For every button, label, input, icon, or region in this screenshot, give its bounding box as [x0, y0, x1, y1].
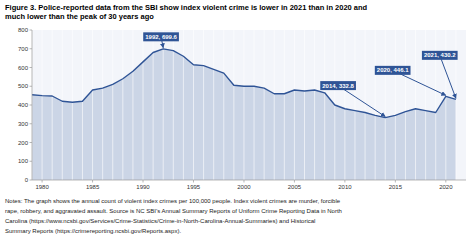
y-tick-label: 500 [18, 83, 29, 89]
y-tick-label: 800 [18, 27, 29, 33]
grid-line [254, 30, 255, 180]
grid-line [304, 30, 305, 180]
x-axis [32, 180, 466, 181]
grid-line [92, 30, 93, 180]
grid-line [415, 30, 416, 180]
note: Notes: The graph shows the annual count … [5, 198, 341, 204]
chart: Figure 3. Police-reported data from the … [0, 0, 474, 247]
y-tick-label: 700 [18, 46, 29, 52]
grid-line [132, 30, 133, 180]
annotation: 2014, 332.8 [320, 81, 385, 117]
x-tick [92, 180, 93, 183]
x-tick [143, 180, 144, 183]
grid-line [112, 30, 113, 180]
x-tick-label: 2010 [338, 184, 352, 190]
y-tick [30, 142, 33, 143]
y-tick [30, 161, 33, 162]
x-tick-label: 1990 [136, 184, 150, 190]
grid-line [344, 30, 345, 180]
title: much lower than the peak of 30 years ago [5, 12, 154, 21]
annotation-box [320, 81, 356, 90]
title: Figure 3. Police-reported data from the … [5, 3, 368, 12]
grid-line [264, 30, 265, 180]
grid-line [143, 30, 144, 180]
y-tick-label: 100 [18, 158, 29, 164]
x-tick-label: 1985 [86, 184, 100, 190]
note: Carolina (https://www.ncsbi.gov/Services… [5, 218, 315, 224]
grid-line [375, 30, 376, 180]
annotation-box [422, 51, 458, 60]
y-tick-label: 600 [18, 65, 29, 71]
note: Summary Reports (https://crimereporting.… [5, 228, 181, 234]
line [32, 49, 456, 118]
annotation-label: 2021, 430.2 [424, 52, 456, 58]
x-tick [294, 180, 295, 183]
plot-background [32, 30, 466, 180]
grid-line [395, 30, 396, 180]
x-tick-label: 2015 [389, 184, 403, 190]
y-tick [30, 180, 33, 181]
y-tick [30, 123, 33, 124]
x-tick [344, 180, 345, 183]
y-tick [30, 67, 33, 68]
grid-line [294, 30, 295, 180]
grid-line [365, 30, 366, 180]
grid-line [82, 30, 83, 180]
grid-line [284, 30, 285, 180]
grid-line [385, 30, 386, 180]
grid-line [274, 30, 275, 180]
y-tick [30, 105, 33, 106]
x-tick-label: 2000 [237, 184, 251, 190]
x-tick-label: 1995 [187, 184, 201, 190]
annotation-arrow [338, 86, 385, 117]
grid-line [223, 30, 224, 180]
grid-line [405, 30, 406, 180]
y-tick [30, 30, 33, 31]
grid-line [163, 30, 164, 180]
annotation: 2021, 430.2 [422, 51, 458, 99]
annotation-arrow [440, 55, 456, 98]
grid-line [122, 30, 123, 180]
note: rape, robbery, and aggravated assault. S… [5, 208, 342, 214]
annotation: 1992, 699.6 [143, 32, 179, 48]
y-tick-label: 200 [18, 140, 29, 146]
annotation-label: 2020, 446.1 [377, 67, 409, 73]
grid-line [72, 30, 73, 180]
x-tick-label: 2020 [439, 184, 453, 190]
grid-line [102, 30, 103, 180]
y-tick-label: 400 [18, 102, 29, 108]
x-tick-label: 1980 [35, 184, 49, 190]
grid-line [193, 30, 194, 180]
grid-line [233, 30, 234, 180]
x-tick [395, 180, 396, 183]
plot-area [32, 30, 456, 180]
grid-line [173, 30, 174, 180]
annotation-label: 1992, 699.6 [145, 34, 177, 40]
x-tick [193, 180, 194, 183]
annotation: 2020, 446.1 [375, 66, 446, 96]
y-tick [30, 86, 33, 87]
grid-line [203, 30, 204, 180]
x-tick [42, 180, 43, 183]
annotation-box [375, 66, 411, 75]
grid-line [324, 30, 325, 180]
grid-line [354, 30, 355, 180]
grid-line [243, 30, 244, 180]
annotation-box [143, 32, 179, 41]
grid-line [42, 30, 43, 180]
grid-line [62, 30, 63, 180]
x-tick [243, 180, 244, 183]
x-tick [445, 180, 446, 183]
x-tick-label: 2005 [288, 184, 302, 190]
y-tick-label: 0 [25, 177, 29, 183]
grid-line [52, 30, 53, 180]
y-tick-label: 300 [18, 121, 29, 127]
grid-line [32, 30, 33, 180]
grid-line [314, 30, 315, 180]
annotation-label: 2014, 332.8 [322, 83, 354, 89]
grid-line [213, 30, 214, 180]
grid-line [183, 30, 184, 180]
y-tick [30, 48, 33, 49]
